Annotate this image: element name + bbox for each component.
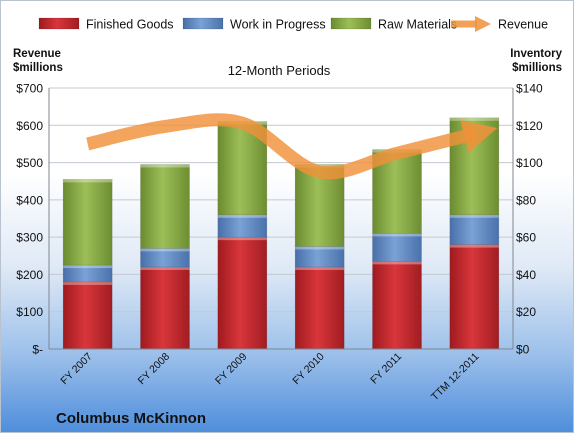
- bar-finished-goods: [217, 236, 268, 350]
- bar-finished-goods: [140, 266, 190, 350]
- left-tick-label: $200: [16, 268, 43, 282]
- bar-finished-goods: [372, 261, 422, 350]
- bar-bevel: [140, 266, 190, 270]
- right-tick-label: $80: [516, 193, 536, 207]
- legend-label: Raw Materials: [378, 18, 457, 32]
- right-tick-label: $120: [516, 119, 543, 133]
- legend-label: Work in Progress: [230, 18, 326, 32]
- x-tick-label: FY 2008: [136, 351, 173, 388]
- bar-bevel: [217, 237, 267, 241]
- x-tick-label: FY 2010: [290, 351, 327, 388]
- bar-bevel: [63, 179, 113, 183]
- x-tick-label: FY 2007: [58, 351, 95, 388]
- left-tick-label: $500: [16, 156, 43, 170]
- right-tick-label: $100: [516, 156, 543, 170]
- legend-arrowhead: [475, 16, 491, 32]
- left-tick-label: $700: [16, 82, 43, 96]
- legend-label: Finished Goods: [86, 18, 174, 32]
- bar-bevel: [449, 117, 499, 121]
- bar-work-in-progress: [449, 214, 500, 245]
- legend-swatch: [182, 17, 224, 30]
- left-axis-title-line2: $millions: [13, 62, 63, 74]
- left-tick-label: $400: [16, 193, 43, 207]
- left-tick-label: $-: [32, 343, 43, 357]
- bar-bevel: [63, 265, 113, 269]
- left-axis-title-line1: Revenue: [13, 48, 61, 60]
- bar-bevel: [449, 244, 499, 248]
- right-tick-label: $140: [516, 82, 543, 96]
- bar-finished-goods: [294, 266, 345, 350]
- x-tick-label: TTM 12-2011: [429, 351, 482, 404]
- bar-work-in-progress: [372, 233, 422, 262]
- bar-bevel: [217, 214, 267, 218]
- right-axis-title-line1: Inventory: [510, 48, 562, 60]
- bar-bevel: [372, 261, 422, 265]
- bar-work-in-progress: [217, 214, 268, 238]
- bar-bevel: [372, 233, 422, 237]
- left-tick-label: $600: [16, 119, 43, 133]
- legend-swatch: [330, 17, 372, 30]
- bar-bevel: [140, 164, 190, 168]
- bar-raw-materials: [140, 164, 190, 249]
- bar-bevel: [295, 266, 345, 270]
- bar-finished-goods: [449, 244, 500, 350]
- legend-label: Revenue: [498, 18, 548, 32]
- bar-bevel: [63, 281, 113, 285]
- bar-finished-goods: [62, 281, 113, 350]
- right-tick-label: $40: [516, 268, 536, 282]
- revenue-line: [86, 113, 498, 180]
- legend: Finished Goods Work in Progress Raw Materi…: [38, 16, 548, 32]
- right-tick-label: $20: [516, 305, 536, 319]
- x-tick-label: FY 2011: [368, 351, 404, 387]
- bar-bevel: [295, 246, 345, 250]
- company-name: Columbus McKinnon: [56, 410, 206, 427]
- left-tick-label: $300: [16, 231, 43, 245]
- bar-raw-materials: [62, 179, 113, 266]
- bar-work-in-progress: [294, 246, 345, 268]
- x-tick-label: FY 2009: [213, 351, 250, 388]
- inventory-bars: [62, 117, 500, 350]
- left-tick-label: $100: [16, 305, 43, 319]
- bar-bevel: [449, 214, 499, 218]
- bar-bevel: [140, 248, 190, 252]
- revenue-line-layer: [86, 113, 498, 180]
- legend-swatch: [38, 17, 80, 30]
- right-tick-label: $0: [516, 343, 530, 357]
- right-tick-label: $60: [516, 231, 536, 245]
- chart-subtitle: 12-Month Periods: [228, 63, 331, 78]
- gridlines: [49, 87, 513, 313]
- right-axis-title-line2: $millions: [512, 62, 562, 74]
